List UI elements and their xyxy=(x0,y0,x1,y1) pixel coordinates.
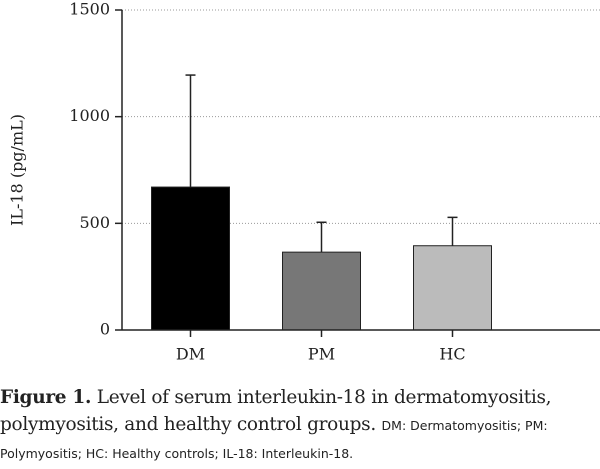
caption-text: Level of serum interleukin-18 in dermato… xyxy=(0,387,552,435)
y-tick-label: 1000 xyxy=(69,106,110,125)
bar xyxy=(413,245,492,331)
y-tick-label: 1500 xyxy=(69,0,110,19)
bar xyxy=(282,251,361,331)
caption-note: DM: Dermatomyositis; PM: Polymyositis; H… xyxy=(0,418,548,461)
caption-label: Figure 1. xyxy=(0,387,92,408)
x-tick-label: DM xyxy=(176,345,205,364)
y-tick-label: 0 xyxy=(100,320,110,339)
x-tick-label: HC xyxy=(439,345,465,364)
caption: Figure 1. Level of serum interleukin-18 … xyxy=(0,384,600,467)
y-axis-label: IL-18 (pg/mL) xyxy=(8,114,27,226)
bar xyxy=(151,186,230,331)
y-tick-label: 500 xyxy=(79,213,110,232)
chart: IL-18 (pg/mL) 0 500 1000 1500 DM PM HC xyxy=(8,0,600,364)
x-tick-label: PM xyxy=(308,345,335,364)
